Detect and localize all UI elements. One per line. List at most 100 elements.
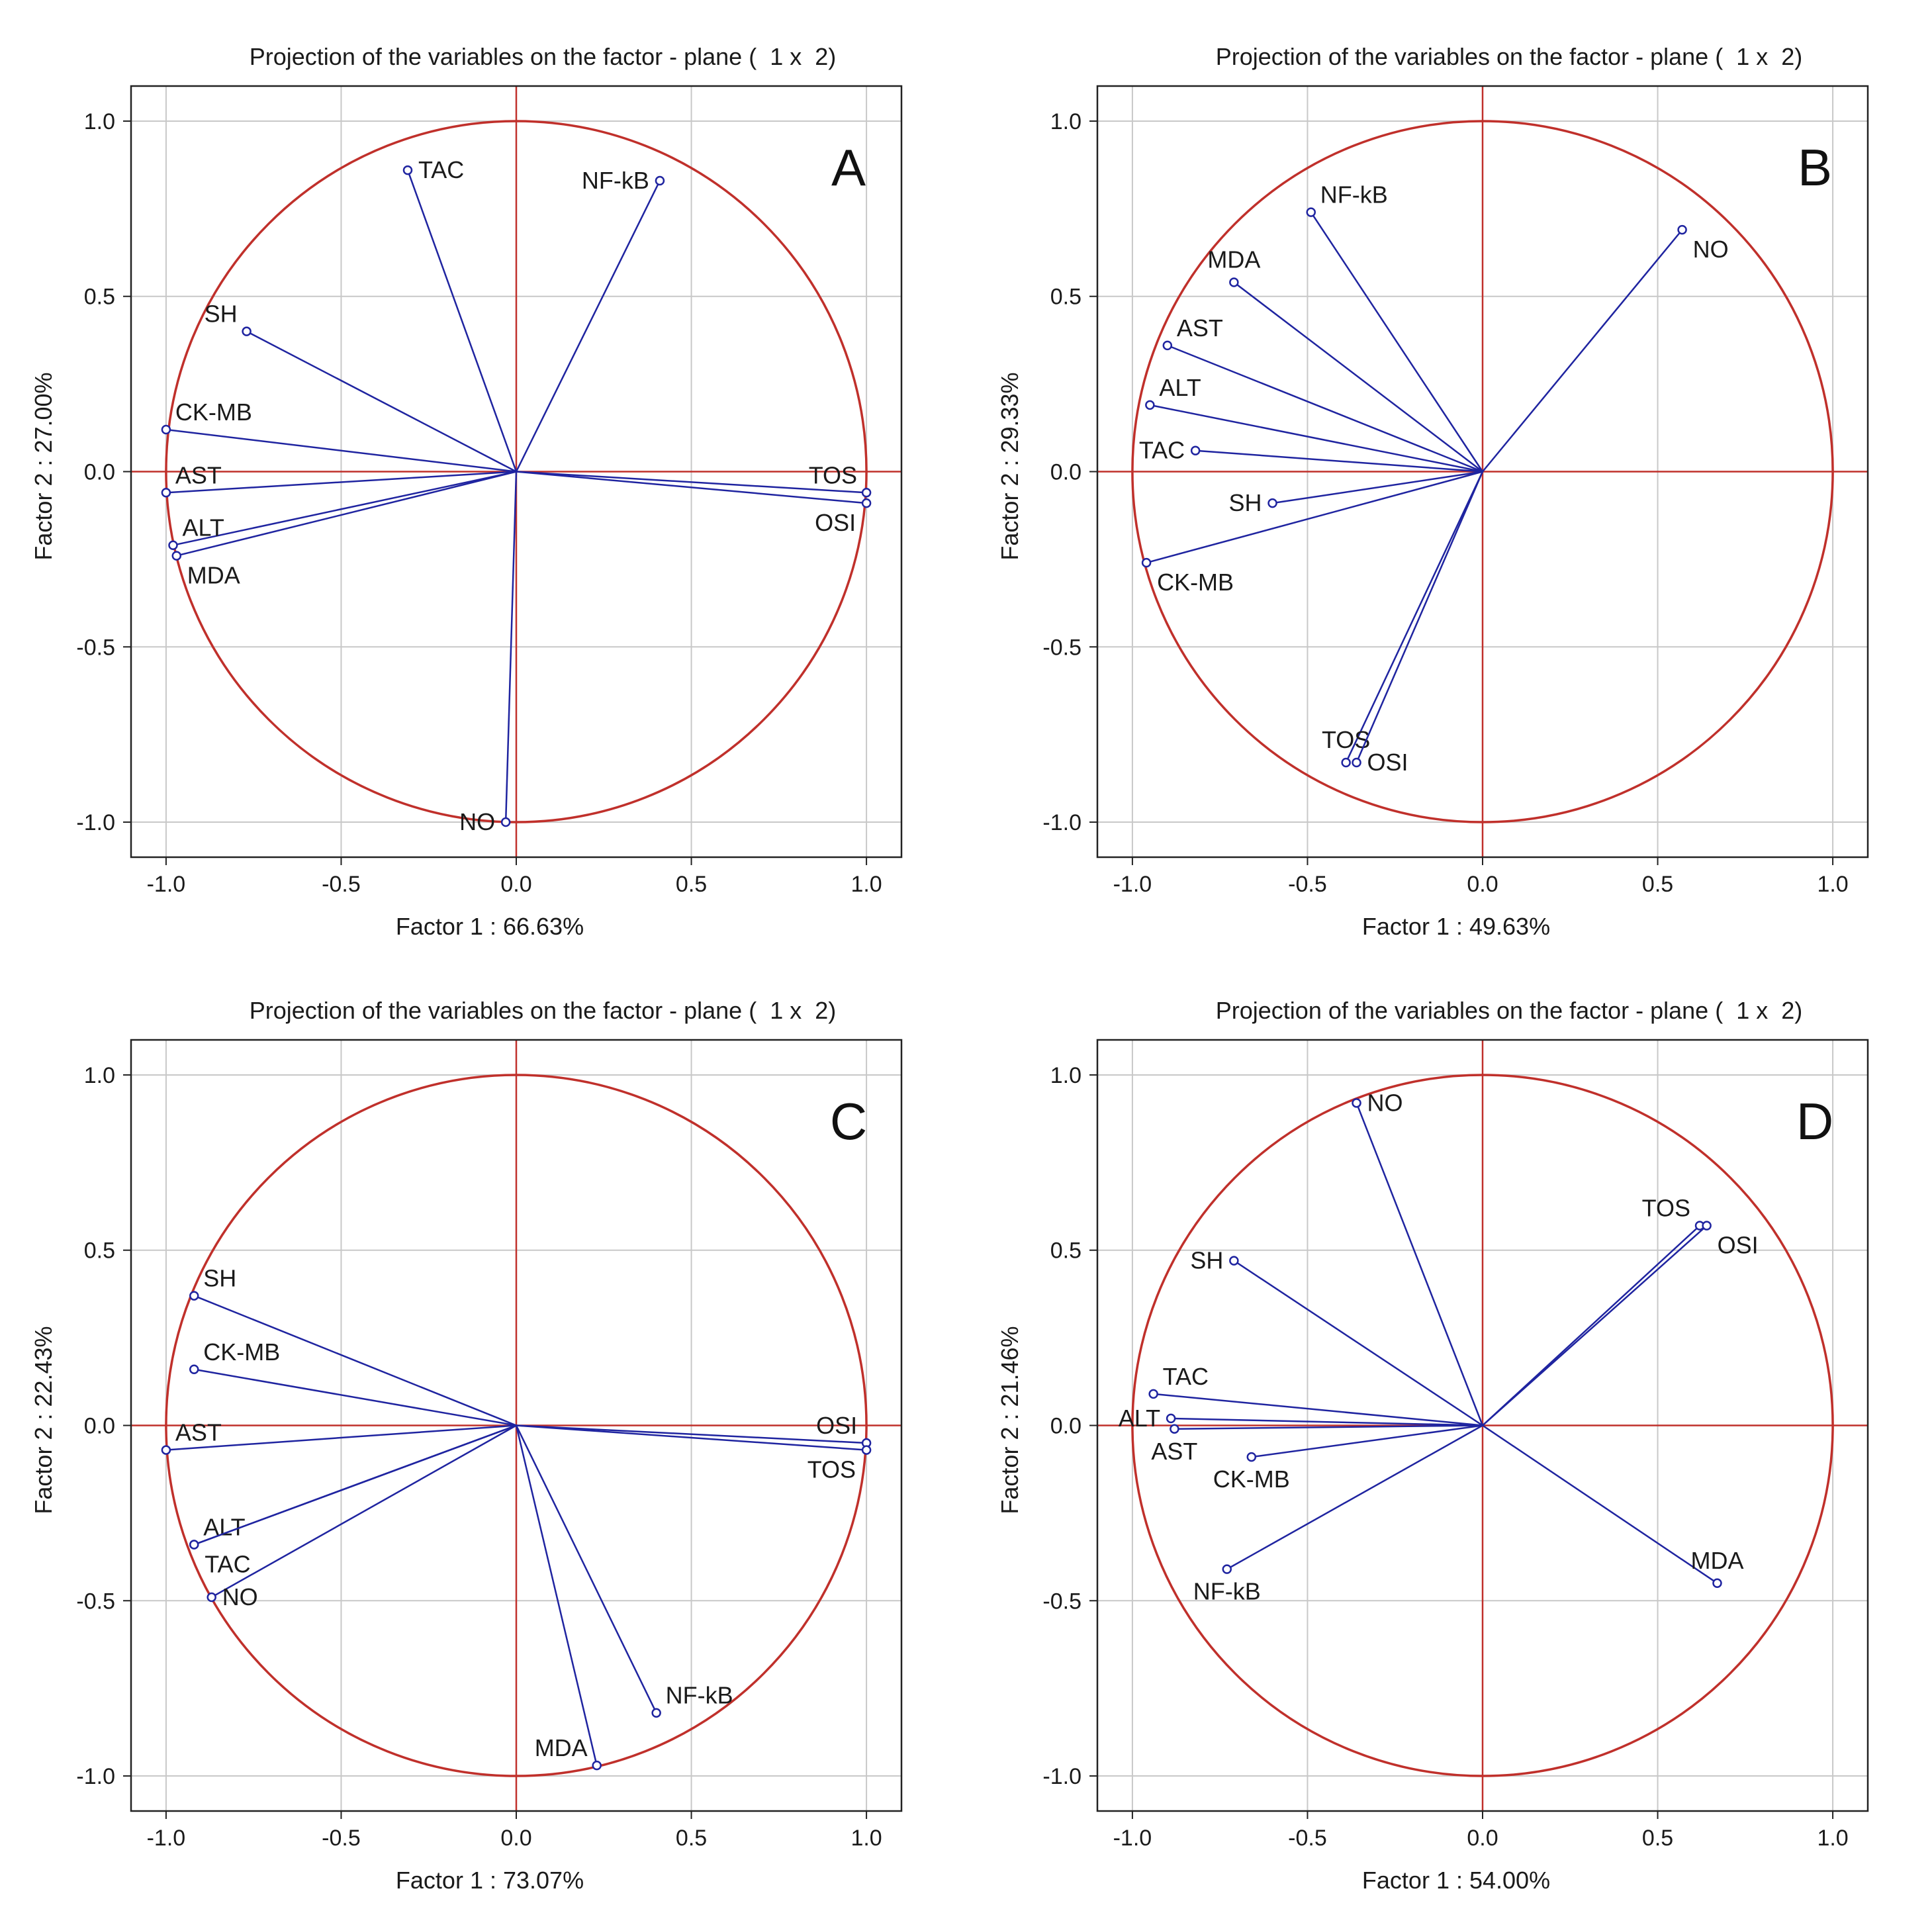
variable-label-sh: SH [205, 301, 238, 328]
x-tick-label: -1.0 [147, 1826, 186, 1851]
vector-point-no [207, 1592, 216, 1603]
variable-label-ck-mb: CK-MB [175, 398, 252, 426]
chart-svg: Projection of the variables on the facto… [30, 43, 903, 940]
x-tick-label: -0.5 [322, 872, 361, 897]
variable-label-tos: TOS [807, 1456, 856, 1483]
vector-line-nf-kb [515, 1424, 657, 1714]
vector-point-no [1677, 224, 1687, 235]
vector-point-tac [189, 1540, 199, 1550]
variable-label-sh: SH [1190, 1247, 1223, 1274]
chart-panel-c: Projection of the variables on the facto… [0, 954, 966, 1907]
variable-label-alt: ALT [1119, 1405, 1160, 1432]
vector-line-no [504, 471, 518, 823]
vector-line-ast [165, 471, 517, 494]
variable-label-no: NO [222, 1583, 258, 1610]
y-axis-label: Factor 2 : 27.00% [30, 372, 57, 560]
variable-label-ast: AST [175, 1419, 222, 1446]
chart-title: Projection of the variables on the facto… [1216, 997, 1802, 1024]
vector-line-sh [1272, 471, 1483, 504]
variable-label-nf-kb: NF-kB [1320, 181, 1388, 209]
vector-line-tos [1345, 471, 1484, 763]
vector-line-ck-mb [194, 1368, 517, 1426]
vector-line-ck-mb [165, 428, 517, 473]
vector-point-sh [1267, 498, 1277, 508]
panel-label: C [830, 1092, 867, 1150]
variable-label-ck-mb: CK-MB [203, 1338, 280, 1366]
panel-label: B [1798, 138, 1832, 197]
y-tick-label: -0.5 [76, 635, 115, 660]
x-tick-label: -1.0 [1113, 1826, 1152, 1851]
y-tick-label: 0.5 [1050, 285, 1081, 310]
x-tick-label: 0.5 [1642, 872, 1673, 897]
variable-label-tos: TOS [1642, 1195, 1690, 1222]
y-tick-label: 0.0 [1050, 460, 1081, 485]
x-tick-label: 0.0 [500, 1826, 531, 1851]
x-tick-label: 1.0 [1817, 1826, 1848, 1851]
vector-line-tac [1153, 1393, 1483, 1426]
y-tick-label: 1.0 [1050, 1063, 1081, 1088]
variable-label-mda: MDA [1690, 1547, 1743, 1574]
x-axis-label: Factor 1 : 66.63% [396, 913, 584, 940]
vector-line-mda [176, 471, 517, 557]
y-tick-label: -1.0 [76, 810, 115, 835]
variable-label-alt: ALT [1159, 374, 1201, 401]
vector-point-nf-kb [1222, 1564, 1232, 1574]
vector-point-tos [861, 488, 872, 498]
chart-svg: Projection of the variables on the facto… [996, 43, 1869, 940]
y-axis-label: Factor 2 : 29.33% [996, 372, 1023, 560]
vector-point-mda [171, 551, 182, 561]
x-tick-label: 0.5 [676, 872, 707, 897]
y-tick-label: 1.0 [84, 1063, 115, 1088]
vector-point-sh [1229, 1256, 1239, 1266]
y-tick-label: -1.0 [1042, 810, 1081, 835]
variable-label-tac: TAC [1163, 1363, 1209, 1390]
x-tick-label: 0.5 [676, 1826, 707, 1851]
y-tick-label: -1.0 [1042, 1764, 1081, 1789]
y-tick-label: 1.0 [84, 109, 115, 134]
vector-line-sh [246, 330, 517, 473]
variable-label-alt: ALT [203, 1514, 245, 1541]
vector-line-ast [1167, 344, 1483, 473]
y-tick-label: 0.0 [84, 460, 115, 485]
variable-label-mda: MDA [187, 562, 240, 589]
y-axis-label: Factor 2 : 21.46% [996, 1326, 1023, 1514]
x-axis-label: Factor 1 : 73.07% [396, 1867, 584, 1894]
variable-label-tac: TAC [205, 1551, 250, 1578]
vector-line-mda [1482, 1424, 1718, 1584]
vector-point-osi [1702, 1221, 1712, 1231]
vector-point-nf-kb [1306, 207, 1316, 217]
y-tick-label: -0.5 [1042, 1589, 1081, 1614]
vector-line-osi [1356, 471, 1484, 763]
vector-point-mda [592, 1760, 602, 1771]
vector-line-no [211, 1424, 517, 1599]
vector-line-tos [516, 471, 867, 494]
x-tick-label: 1.0 [851, 872, 882, 897]
y-tick-label: 0.0 [84, 1414, 115, 1439]
vector-point-ck-mb [1246, 1452, 1257, 1462]
vector-point-osi [861, 498, 872, 508]
x-tick-label: 0.0 [1467, 1826, 1498, 1851]
vector-line-sh [193, 1295, 517, 1426]
vector-line-mda [515, 1425, 598, 1766]
vector-line-ast [1174, 1424, 1483, 1430]
variable-label-ast: AST [1177, 314, 1223, 342]
variable-label-ck-mb: CK-MB [1157, 569, 1234, 596]
vector-line-osi [1482, 1225, 1708, 1426]
variable-label-ast: AST [1151, 1438, 1197, 1465]
vector-line-mda [1233, 281, 1483, 473]
vector-point-no [500, 817, 511, 827]
vector-point-mda [1712, 1578, 1722, 1589]
x-axis-label: Factor 1 : 49.63% [1362, 913, 1550, 940]
vector-line-tac [406, 169, 518, 472]
variable-label-mda: MDA [1207, 246, 1260, 273]
x-tick-label: -1.0 [1113, 872, 1152, 897]
vector-point-alt [1166, 1413, 1176, 1424]
variable-label-nf-kb: NF-kB [582, 167, 649, 194]
vector-line-no [1356, 1102, 1484, 1426]
x-tick-label: 0.5 [1642, 1826, 1673, 1851]
y-tick-label: -0.5 [1042, 635, 1081, 660]
x-tick-label: -0.5 [1288, 1826, 1327, 1851]
y-tick-label: 0.5 [84, 285, 115, 310]
chart-panel-b: Projection of the variables on the facto… [966, 0, 1932, 953]
vector-point-tac [1148, 1389, 1158, 1399]
